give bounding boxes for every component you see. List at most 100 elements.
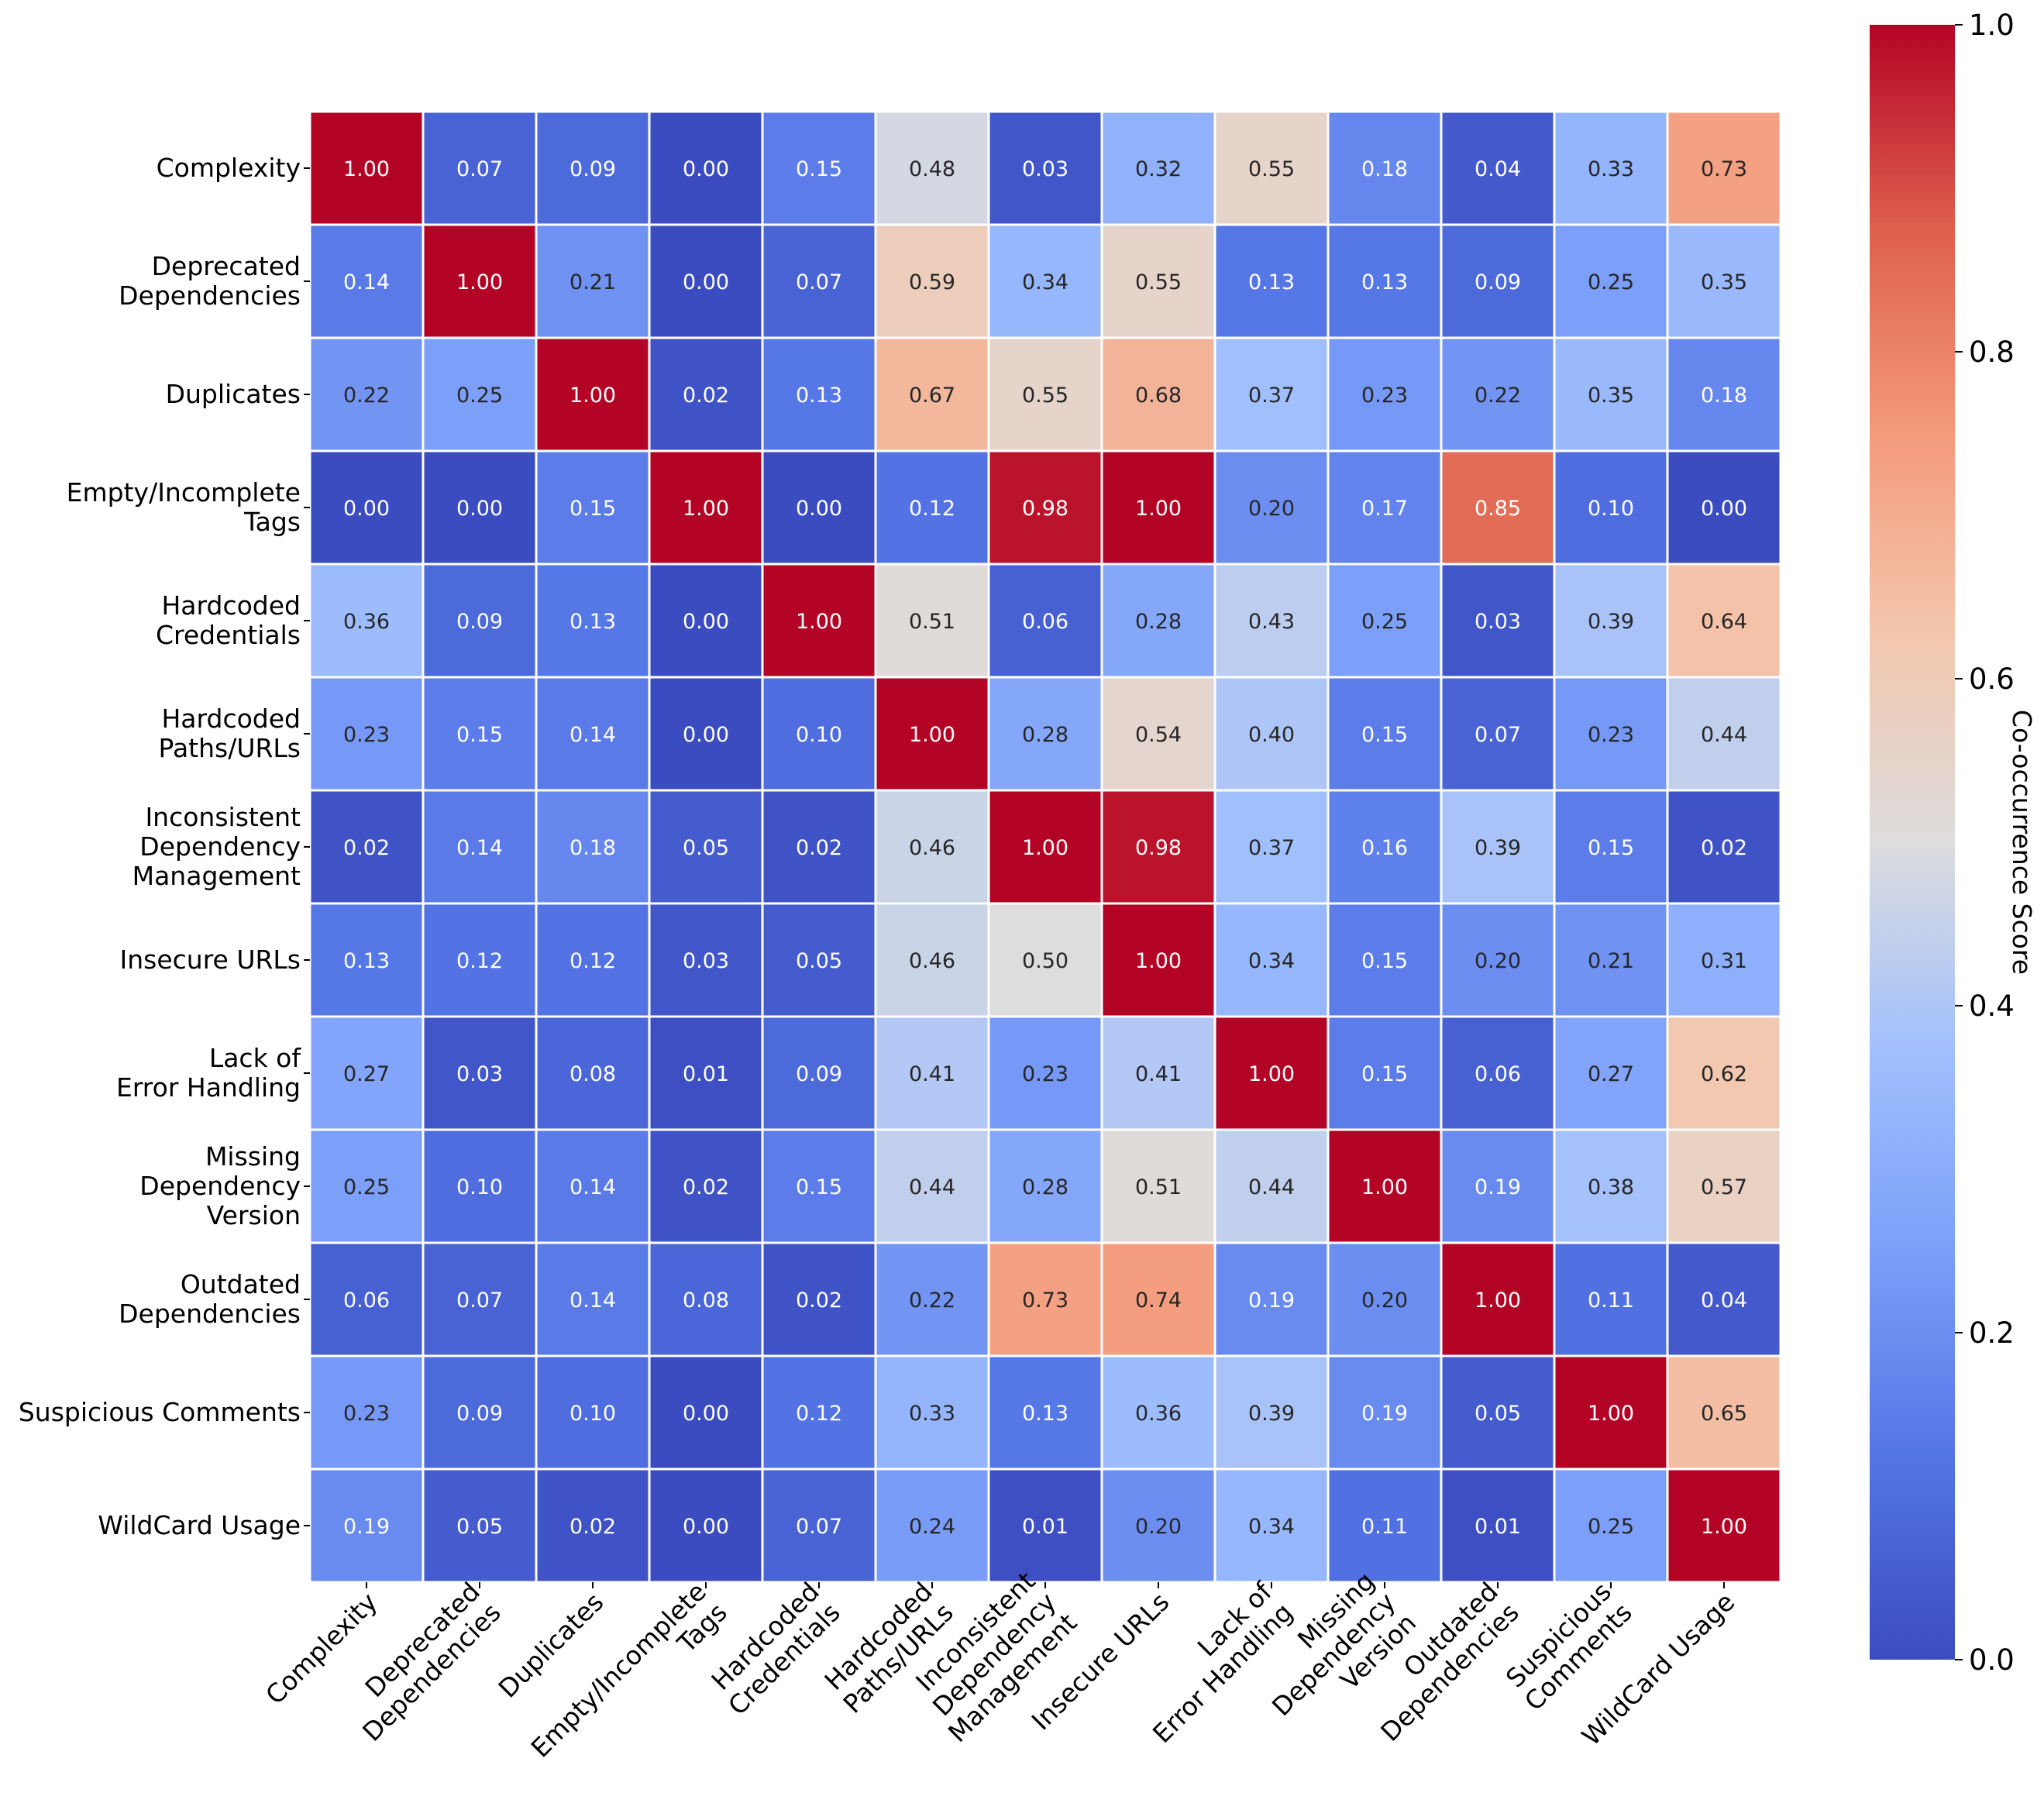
heatmap-cell bbox=[1327, 789, 1443, 905]
heatmap-cell-value: 0.13 bbox=[1248, 270, 1295, 294]
heatmap-cell bbox=[987, 449, 1103, 566]
heatmap-cell-value: 0.00 bbox=[683, 270, 729, 294]
heatmap-cell bbox=[535, 789, 651, 905]
heatmap-cell-value: 1.00 bbox=[343, 157, 390, 181]
heatmap-cell-value: 0.73 bbox=[1022, 1289, 1068, 1313]
heatmap-cell-value: 0.07 bbox=[456, 1289, 503, 1313]
heatmap-cell bbox=[422, 1241, 538, 1357]
heatmap-cell bbox=[1213, 1241, 1330, 1357]
heatmap-cell-value: 0.03 bbox=[456, 1062, 503, 1086]
heatmap-cell-value: 0.00 bbox=[683, 157, 729, 181]
heatmap-cell bbox=[1213, 789, 1330, 905]
heatmap-cell-value: 0.07 bbox=[796, 1515, 842, 1539]
heatmap-cell-value: 0.01 bbox=[1475, 1515, 1521, 1539]
heatmap-cell-value: 0.64 bbox=[1701, 610, 1747, 634]
heatmap-cell-value: 0.13 bbox=[796, 384, 842, 408]
heatmap-cell bbox=[1440, 336, 1556, 452]
heatmap-cell-value: 0.39 bbox=[1475, 836, 1521, 860]
colorbar-tick-label: 0.4 bbox=[1969, 989, 2015, 1023]
heatmap-cell bbox=[874, 902, 990, 1018]
heatmap-cell bbox=[535, 1015, 651, 1131]
heatmap-cell bbox=[761, 1354, 877, 1471]
heatmap-cell bbox=[308, 676, 425, 792]
heatmap-cell-value: 0.22 bbox=[909, 1289, 955, 1313]
heatmap-cell-value: 0.02 bbox=[683, 1175, 729, 1199]
heatmap-cell-value: 0.09 bbox=[456, 1402, 503, 1426]
heatmap-cell bbox=[422, 676, 538, 792]
heatmap-cell-value: 0.40 bbox=[1248, 723, 1295, 747]
heatmap-cell-value: 0.98 bbox=[1022, 497, 1068, 521]
heatmap-cell-value: 0.25 bbox=[1361, 610, 1408, 634]
heatmap-cell bbox=[1666, 789, 1782, 905]
heatmap-cell bbox=[761, 902, 877, 1018]
heatmap-cell bbox=[422, 1128, 538, 1244]
heatmap-cell-value: 0.25 bbox=[456, 384, 503, 408]
heatmap-cell-value: 0.50 bbox=[1022, 949, 1068, 973]
heatmap-cell bbox=[1553, 902, 1669, 1018]
heatmap-cell bbox=[648, 1354, 764, 1471]
heatmap-cell bbox=[1213, 1128, 1330, 1244]
heatmap-cell bbox=[1100, 1241, 1216, 1357]
heatmap-cell-value: 0.02 bbox=[569, 1515, 616, 1539]
heatmap-cell-value: 0.12 bbox=[569, 949, 616, 973]
heatmap-cell-value: 0.15 bbox=[1361, 1062, 1408, 1086]
heatmap-cell bbox=[874, 789, 990, 905]
heatmap-cell bbox=[1100, 1354, 1216, 1471]
heatmap-cell bbox=[535, 110, 651, 226]
heatmap-cell-value: 0.67 bbox=[909, 384, 955, 408]
heatmap-cell-value: 0.04 bbox=[1475, 157, 1521, 181]
heatmap-cell-value: 0.01 bbox=[1022, 1515, 1068, 1539]
heatmap-cell bbox=[308, 1241, 425, 1357]
heatmap-cell bbox=[1553, 110, 1669, 226]
heatmap-cell bbox=[987, 789, 1103, 905]
heatmap-cell bbox=[761, 223, 877, 339]
heatmap-cell bbox=[1100, 1015, 1216, 1131]
heatmap-cell-value: 0.06 bbox=[1475, 1062, 1521, 1086]
heatmap-cell bbox=[648, 789, 764, 905]
heatmap-cell bbox=[1213, 676, 1330, 792]
heatmap-cell bbox=[1553, 1468, 1669, 1584]
heatmap-cell bbox=[1666, 1241, 1782, 1357]
heatmap-cell-value: 0.02 bbox=[796, 1289, 842, 1313]
heatmap-cell-value: 0.54 bbox=[1135, 723, 1182, 747]
heatmap-cell bbox=[1100, 902, 1216, 1018]
heatmap-cell bbox=[308, 1128, 425, 1244]
heatmap-cell-value: 0.34 bbox=[1248, 949, 1295, 973]
heatmap-cell-value: 0.25 bbox=[1588, 1515, 1634, 1539]
heatmap-cell bbox=[1100, 449, 1216, 566]
heatmap-cell-value: 0.05 bbox=[683, 836, 729, 860]
heatmap-cell-value: 0.19 bbox=[1361, 1402, 1408, 1426]
heatmap-cell bbox=[1100, 110, 1216, 226]
heatmap-cell-value: 0.55 bbox=[1135, 270, 1182, 294]
heatmap-cell-value: 0.36 bbox=[343, 610, 390, 634]
heatmap-cell-value: 0.07 bbox=[456, 157, 503, 181]
x-axis-tick-labels: ComplexityDeprecatedDependenciesDuplicat… bbox=[260, 1566, 1740, 1763]
heatmap-cell bbox=[535, 449, 651, 566]
y-tick-label: Missing Dependency Version bbox=[139, 1141, 301, 1230]
heatmap-cell-value: 0.04 bbox=[1701, 1289, 1747, 1313]
heatmap-cell-value: 0.00 bbox=[1701, 497, 1747, 521]
heatmap-cell-value: 0.00 bbox=[796, 497, 842, 521]
heatmap-cell bbox=[648, 223, 764, 339]
heatmap-cell-value: 0.23 bbox=[343, 723, 390, 747]
heatmap-cell-value: 0.20 bbox=[1475, 949, 1521, 973]
heatmap-cell-value: 0.00 bbox=[683, 1402, 729, 1426]
heatmap-cell-value: 1.00 bbox=[1135, 497, 1182, 521]
heatmap-cell-value: 0.14 bbox=[343, 270, 390, 294]
heatmap-cell bbox=[874, 1015, 990, 1131]
heatmap-cell bbox=[1440, 789, 1556, 905]
heatmap-cell-value: 0.51 bbox=[909, 610, 955, 634]
heatmap-cell-value: 0.15 bbox=[1588, 836, 1634, 860]
heatmap-cell-value: 0.57 bbox=[1701, 1175, 1747, 1199]
heatmap-cell-value: 0.15 bbox=[1361, 723, 1408, 747]
heatmap-cell bbox=[535, 563, 651, 679]
heatmap-cell bbox=[648, 1128, 764, 1244]
heatmap-cell bbox=[648, 1241, 764, 1357]
heatmap-cell-value: 1.00 bbox=[1022, 836, 1068, 860]
heatmap-cell bbox=[874, 1354, 990, 1471]
heatmap-cell bbox=[874, 1468, 990, 1584]
heatmap-cell-value: 0.39 bbox=[1588, 610, 1634, 634]
heatmap-cell-value: 0.27 bbox=[1588, 1062, 1634, 1086]
heatmap-cell bbox=[1327, 336, 1443, 452]
heatmap-cell bbox=[987, 563, 1103, 679]
